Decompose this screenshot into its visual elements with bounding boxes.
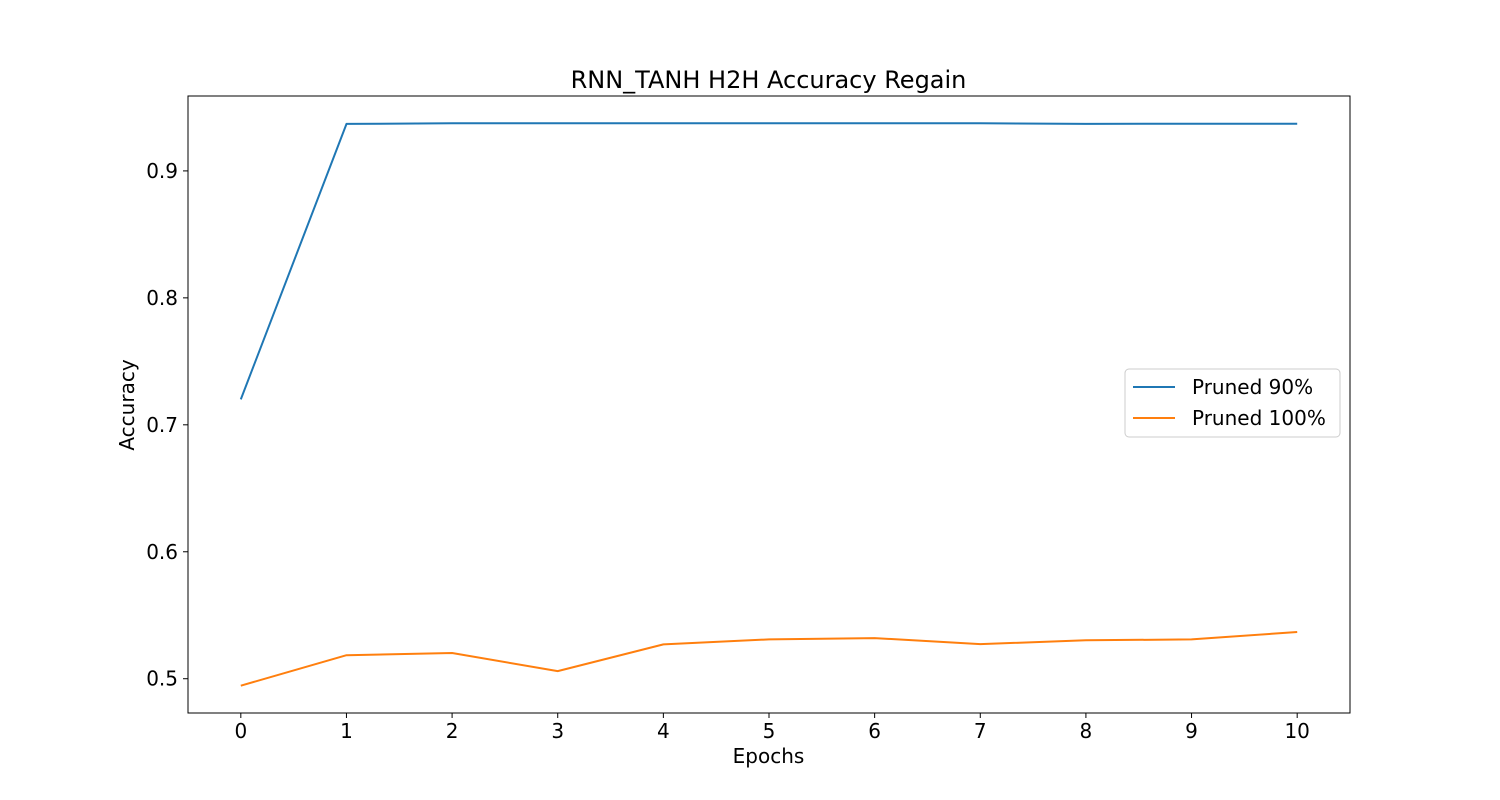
y-tick-label: 0.5 xyxy=(146,667,178,691)
x-tick-label: 4 xyxy=(657,719,670,743)
x-tick-label: 1 xyxy=(340,719,353,743)
x-axis: 0 1 2 3 4 5 6 7 8 9 10 xyxy=(234,713,1310,743)
legend-box xyxy=(1124,368,1341,438)
y-tick-label: 0.9 xyxy=(146,159,178,183)
chart-title: RNN_TANH H2H Accuracy Regain xyxy=(571,66,967,94)
x-tick-label: 10 xyxy=(1284,719,1309,743)
legend-label-pruned-90: Pruned 90% xyxy=(1192,375,1313,399)
x-tick-label: 6 xyxy=(868,719,881,743)
x-tick-label: 7 xyxy=(974,719,987,743)
x-tick-label: 2 xyxy=(446,719,459,743)
y-axis: 0.5 0.6 0.7 0.8 0.9 xyxy=(146,159,188,691)
legend-label-pruned-100: Pruned 100% xyxy=(1192,406,1326,430)
series-line-pruned-90 xyxy=(239,122,1298,400)
y-tick-label: 0.6 xyxy=(146,540,178,564)
y-axis-label: Accuracy xyxy=(115,359,139,450)
x-tick-label: 3 xyxy=(551,719,564,743)
x-tick-label: 9 xyxy=(1185,719,1198,743)
y-tick-label: 0.8 xyxy=(146,286,178,310)
x-tick-label: 8 xyxy=(1080,719,1093,743)
legend: Pruned 90% Pruned 100% xyxy=(1124,368,1341,438)
series-line-pruned-100 xyxy=(240,631,1298,687)
x-tick-label: 0 xyxy=(234,719,247,743)
x-tick-label: 5 xyxy=(763,719,776,743)
x-axis-label: Epochs xyxy=(733,744,805,768)
y-tick-label: 0.7 xyxy=(146,413,178,437)
series-layer xyxy=(239,122,1298,687)
